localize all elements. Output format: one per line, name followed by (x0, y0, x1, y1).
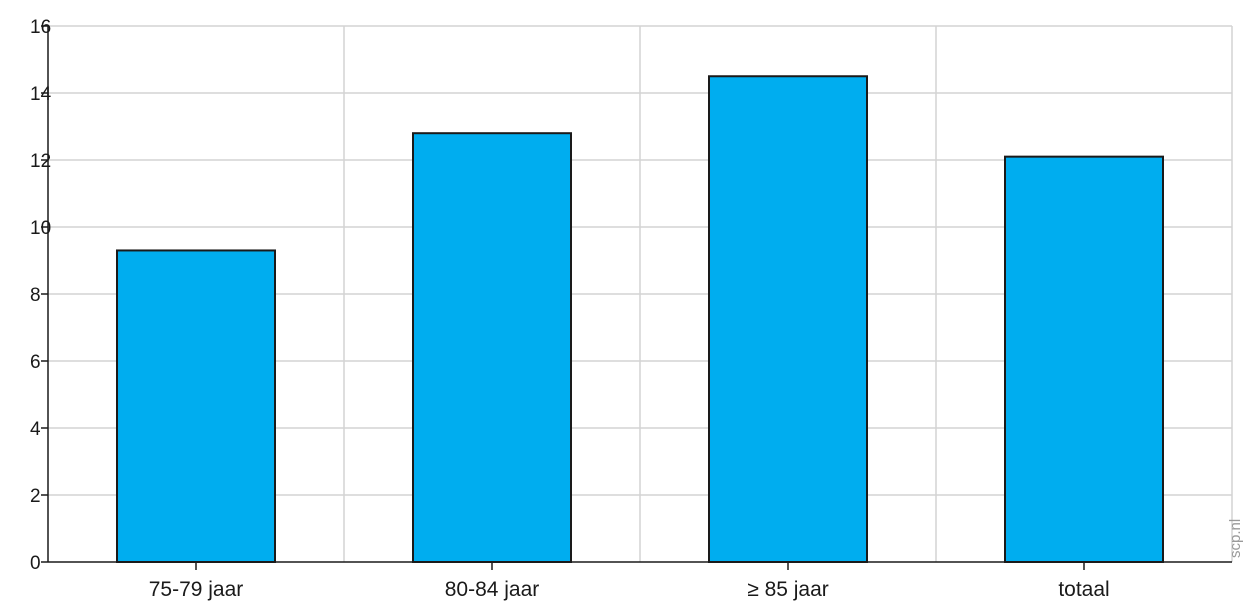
y-tick-label: 12 (30, 151, 51, 172)
y-tick-label: 4 (30, 419, 41, 440)
bar (116, 249, 276, 563)
x-tick-label: ≥ 85 jaar (747, 578, 829, 601)
watermark: scp.nl (1227, 519, 1244, 558)
x-tick-label: totaal (1058, 578, 1109, 601)
bar (412, 132, 572, 563)
bar (708, 75, 868, 563)
bar (1004, 155, 1164, 563)
x-tick-label: 80-84 jaar (445, 578, 540, 601)
y-tick-label: 16 (30, 17, 51, 38)
y-tick-label: 0 (30, 553, 41, 574)
y-tick-label: 10 (30, 218, 51, 239)
bars (116, 75, 1164, 563)
y-tick-label: 6 (30, 352, 41, 373)
x-axis-ticks: 75-79 jaar 80-84 jaar ≥ 85 jaar totaal (149, 562, 1110, 601)
y-tick-label: 8 (30, 285, 41, 306)
y-tick-label: 2 (30, 486, 41, 507)
x-tick-label: 75-79 jaar (149, 578, 244, 601)
y-axis-ticks: 0 2 4 6 8 10 12 14 16 (30, 17, 52, 574)
y-tick-label: 14 (30, 84, 52, 105)
